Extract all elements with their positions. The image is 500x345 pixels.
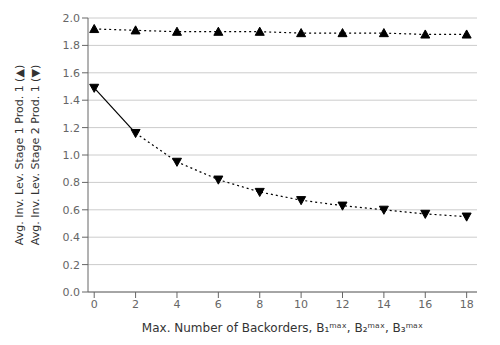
svg-text:0.8: 0.8 [63, 176, 81, 189]
svg-text:Max. Number of Backorders, B₁ᵐ: Max. Number of Backorders, B₁ᵐᵃˣ, B₂ᵐᵃˣ,… [142, 321, 423, 335]
svg-text:4: 4 [173, 298, 180, 311]
svg-text:1.4: 1.4 [63, 94, 81, 107]
svg-text:1.8: 1.8 [63, 39, 81, 52]
svg-text:0: 0 [91, 298, 98, 311]
svg-text:Avg. Inv. Lev. Stage 1 Prod. 1: Avg. Inv. Lev. Stage 1 Prod. 1 (▲) [13, 65, 26, 245]
svg-text:16: 16 [418, 298, 432, 311]
svg-text:1.0: 1.0 [63, 149, 81, 162]
svg-text:1.2: 1.2 [63, 122, 81, 135]
svg-text:0.4: 0.4 [63, 231, 81, 244]
svg-text:2: 2 [132, 298, 139, 311]
svg-text:6: 6 [215, 298, 222, 311]
svg-text:Avg. Inv. Lev. Stage 2 Prod. 1: Avg. Inv. Lev. Stage 2 Prod. 1 (▼) [29, 65, 42, 245]
svg-text:8: 8 [256, 298, 263, 311]
svg-text:0.6: 0.6 [63, 204, 81, 217]
svg-text:0.0: 0.0 [63, 286, 81, 299]
svg-text:14: 14 [377, 298, 391, 311]
svg-text:18: 18 [460, 298, 474, 311]
svg-text:10: 10 [294, 298, 308, 311]
svg-text:12: 12 [336, 298, 350, 311]
svg-text:2.0: 2.0 [63, 12, 81, 25]
svg-text:0.2: 0.2 [63, 259, 81, 272]
svg-text:1.6: 1.6 [63, 67, 81, 80]
